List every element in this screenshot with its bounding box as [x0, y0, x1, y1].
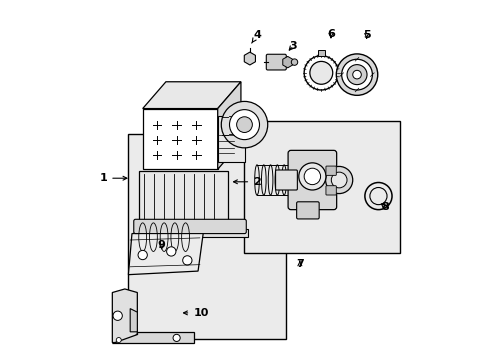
Circle shape [331, 172, 346, 188]
Circle shape [304, 168, 320, 185]
Polygon shape [112, 332, 194, 342]
Circle shape [166, 247, 176, 256]
Circle shape [138, 250, 147, 260]
Text: 7: 7 [295, 259, 303, 269]
Circle shape [183, 256, 192, 265]
Circle shape [221, 102, 267, 148]
Text: 8: 8 [380, 202, 388, 212]
Text: 10: 10 [183, 308, 208, 318]
FancyBboxPatch shape [325, 166, 336, 175]
Bar [217, 116, 244, 162]
Circle shape [325, 166, 352, 194]
Circle shape [229, 110, 259, 140]
Bar [137, 229, 247, 237]
Bar [244, 121, 399, 253]
FancyBboxPatch shape [296, 202, 319, 219]
Bar [128, 134, 285, 339]
Circle shape [352, 70, 361, 79]
Text: 5: 5 [362, 30, 370, 40]
Text: 9: 9 [157, 240, 165, 250]
Polygon shape [128, 232, 203, 275]
Circle shape [236, 117, 252, 132]
Bar [139, 171, 228, 223]
Circle shape [173, 334, 180, 342]
FancyBboxPatch shape [266, 54, 285, 70]
Text: 4: 4 [251, 30, 261, 43]
FancyBboxPatch shape [325, 186, 336, 195]
Text: 1: 1 [100, 173, 126, 183]
Bar [317, 50, 324, 56]
Circle shape [341, 59, 372, 90]
Polygon shape [217, 82, 241, 169]
Text: 2: 2 [233, 177, 260, 187]
Polygon shape [142, 82, 241, 109]
FancyBboxPatch shape [275, 170, 297, 190]
Polygon shape [130, 309, 137, 332]
Circle shape [346, 64, 366, 85]
Text: 6: 6 [326, 29, 334, 39]
FancyBboxPatch shape [134, 219, 246, 234]
Circle shape [309, 62, 332, 84]
Circle shape [291, 59, 297, 65]
Circle shape [116, 338, 121, 342]
Polygon shape [112, 289, 137, 342]
Bar [142, 109, 217, 169]
Text: 3: 3 [288, 41, 296, 51]
FancyBboxPatch shape [287, 150, 336, 210]
Circle shape [304, 56, 338, 90]
Circle shape [298, 163, 325, 190]
Circle shape [336, 54, 377, 95]
Circle shape [113, 311, 122, 320]
